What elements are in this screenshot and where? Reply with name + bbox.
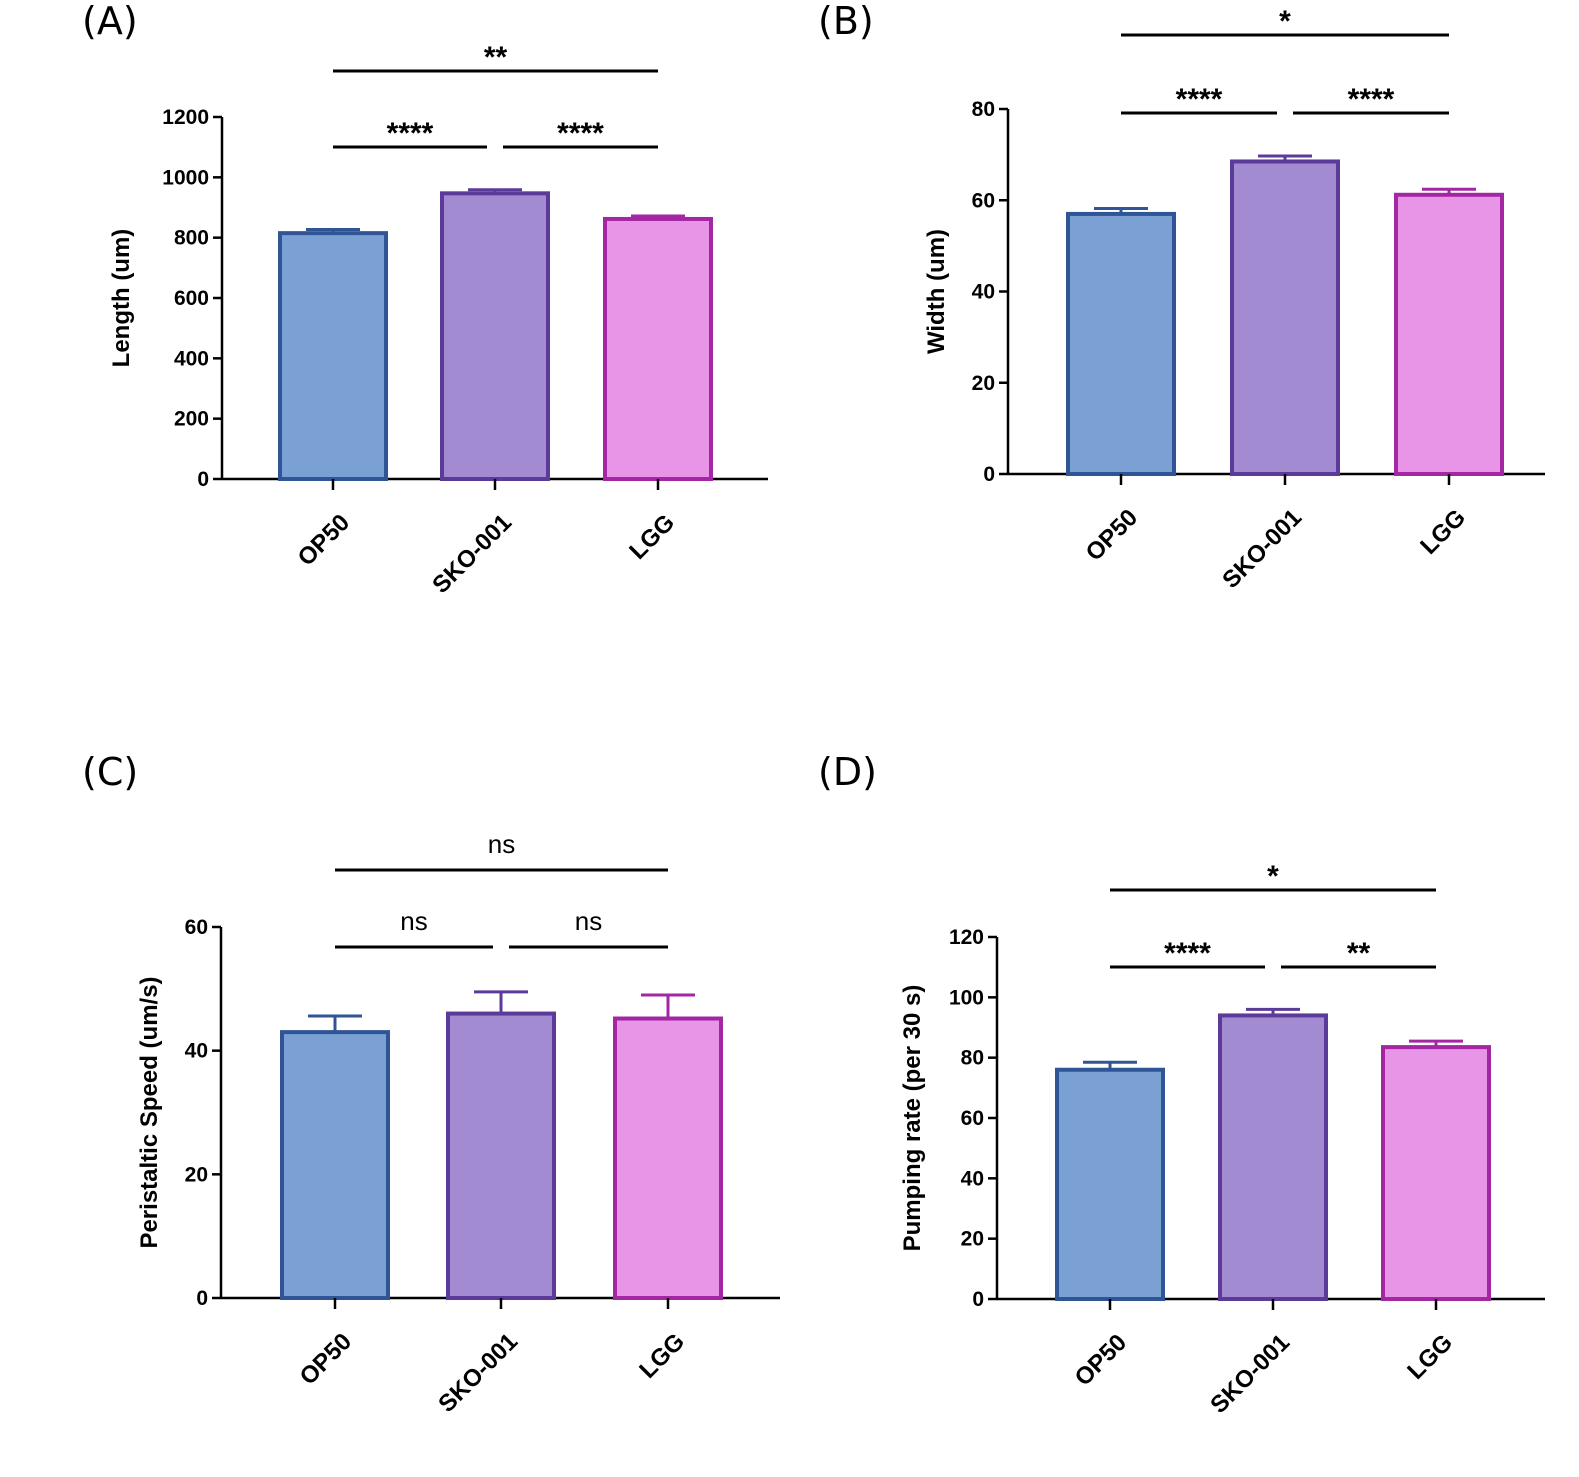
y-tick-label: 40 <box>972 281 995 304</box>
y-tick-label: 80 <box>972 98 995 121</box>
significance-label: * <box>1267 860 1279 893</box>
significance-label: **** <box>557 117 604 150</box>
bar-sko-001 <box>446 1011 556 1300</box>
y-tick-label: 0 <box>196 1287 208 1310</box>
significance-label: ns <box>400 906 427 936</box>
bar-op50 <box>278 231 388 481</box>
x-tick-label: OP50 <box>293 509 355 571</box>
y-axis-title: Length (um) <box>108 229 135 368</box>
y-tick-label: 0 <box>983 463 995 486</box>
chart-panel-4: (D) 0 20 40 60 80 100 120 Pumping rate (per 30 s… <box>818 750 1545 1419</box>
y-tick-label: 60 <box>185 916 208 939</box>
y-tick-label: 100 <box>949 986 984 1009</box>
x-tick-label: OP50 <box>1081 504 1143 566</box>
x-tick-label: LGG <box>634 1328 690 1384</box>
panel-label: (D) <box>818 750 877 794</box>
y-tick-label: 20 <box>972 372 995 395</box>
significance-label: ns <box>488 829 515 859</box>
y-tick-label: 1200 <box>162 106 209 129</box>
y-tick-label: 40 <box>961 1167 984 1190</box>
y-tick-label: 400 <box>174 347 209 370</box>
significance-label: **** <box>1164 937 1211 970</box>
significance-label: * <box>1279 5 1291 38</box>
y-tick-label: 60 <box>972 189 995 212</box>
y-tick-label: 120 <box>949 926 984 949</box>
bar-op50 <box>1055 1067 1165 1301</box>
panel-label: (B) <box>818 0 874 43</box>
significance-label: **** <box>1348 83 1395 116</box>
bar-lgg <box>1381 1045 1491 1301</box>
x-tick-label: SKO-001 <box>427 509 517 599</box>
bar-sko-001 <box>1218 1013 1328 1302</box>
y-tick-label: 80 <box>961 1047 984 1070</box>
bar-sko-001 <box>440 191 550 482</box>
y-tick-label: 20 <box>961 1228 984 1251</box>
y-axis-title: Pumping rate (per 30 s) <box>899 985 926 1252</box>
y-tick-label: 600 <box>174 287 209 310</box>
y-tick-label: 20 <box>185 1163 208 1186</box>
y-tick-label: 800 <box>174 227 209 250</box>
chart-panel-1: (A) 0 200 400 600 800 1000 1200 Length (um) OP50 S… <box>82 0 768 599</box>
y-axis-title: Peristaltic Speed (um/s) <box>136 976 163 1248</box>
significance-label: ** <box>484 41 508 74</box>
y-tick-label: 200 <box>174 408 209 431</box>
bar-op50 <box>1066 211 1176 476</box>
significance-label: **** <box>1176 83 1223 116</box>
y-tick-label: 0 <box>972 1288 984 1311</box>
significance-label: ns <box>575 906 602 936</box>
bar-op50 <box>280 1030 390 1301</box>
y-axis-title: Width (um) <box>923 229 950 354</box>
y-tick-label: 60 <box>961 1107 984 1130</box>
chart-panel-3: (C) 0 20 40 60 Peristaltic Speed (um/s) OP50 SK… <box>82 750 780 1418</box>
x-tick-label: SKO-001 <box>1205 1329 1295 1419</box>
x-tick-label: SKO-001 <box>433 1328 523 1418</box>
significance-label: ** <box>1347 937 1371 970</box>
x-tick-label: SKO-001 <box>1217 504 1307 594</box>
panel-label: (A) <box>82 0 138 43</box>
x-tick-label: OP50 <box>295 1328 357 1390</box>
y-tick-label: 1000 <box>162 166 209 189</box>
bar-lgg <box>613 1016 723 1300</box>
x-tick-label: LGG <box>1402 1329 1458 1385</box>
panel-label: (C) <box>82 750 138 794</box>
x-tick-label: LGG <box>624 509 680 565</box>
bar-lgg <box>603 216 713 481</box>
x-tick-label: LGG <box>1415 504 1471 560</box>
y-tick-label: 0 <box>197 468 209 491</box>
y-tick-label: 40 <box>185 1040 208 1063</box>
bar-lgg <box>1394 192 1504 476</box>
significance-label: **** <box>387 117 434 150</box>
bar-sko-001 <box>1230 159 1340 476</box>
x-tick-label: OP50 <box>1070 1329 1132 1391</box>
